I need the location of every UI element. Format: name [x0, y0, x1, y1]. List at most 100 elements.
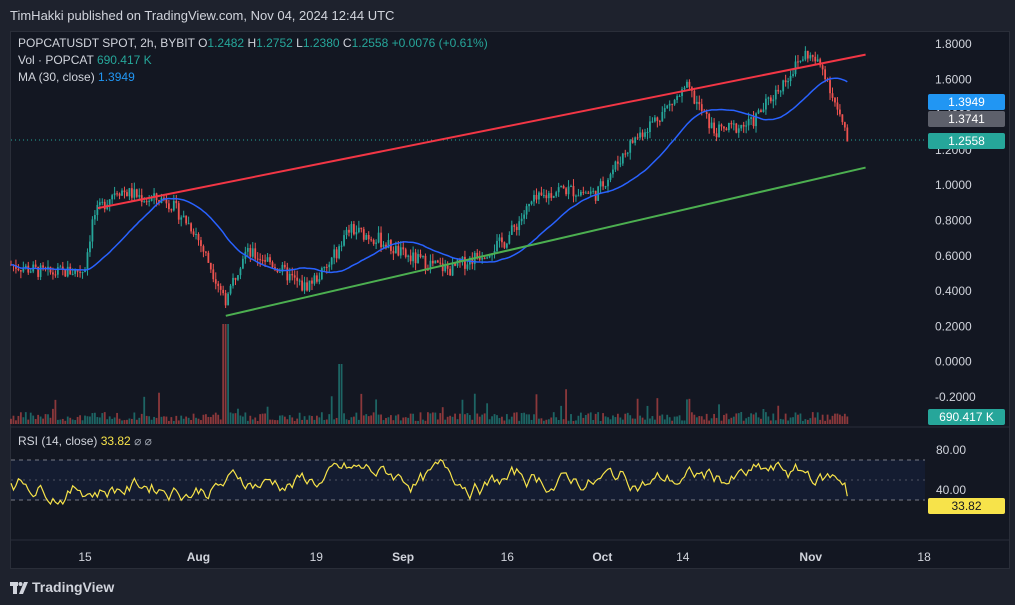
volume-bar	[254, 417, 257, 424]
candle-body	[730, 122, 733, 125]
volume-bar	[841, 416, 844, 424]
candle-body	[217, 283, 220, 287]
candle-body	[616, 161, 619, 164]
volume-bar	[345, 419, 348, 424]
volume-bar	[121, 420, 123, 424]
rsi-value: 33.82	[100, 434, 131, 448]
published-text: TimHakki published on TradingView.com, N…	[10, 8, 395, 23]
candle-body	[802, 59, 804, 61]
candle-body	[128, 188, 131, 197]
volume-bar	[101, 413, 104, 424]
volume-bar	[140, 413, 143, 424]
candle-body	[797, 61, 799, 63]
volume-bar	[362, 415, 365, 424]
volume-bar	[377, 414, 380, 424]
candle-body	[187, 223, 190, 225]
volume-bar	[37, 414, 40, 424]
lower-channel-line[interactable]	[225, 166, 866, 317]
candle-body	[345, 229, 348, 236]
candle-body	[407, 255, 410, 257]
upper-channel-line[interactable]	[97, 53, 866, 210]
candle-body	[192, 231, 195, 235]
candle-body	[316, 275, 318, 282]
volume-bar	[390, 415, 392, 424]
candle-body	[634, 137, 637, 143]
volume-bar	[308, 415, 311, 424]
candle-body	[678, 96, 681, 98]
volume-legend[interactable]: Vol · POPCAT 690.417 K	[18, 53, 152, 67]
candle-body	[843, 122, 846, 128]
tradingview-brand[interactable]: TradingView	[10, 579, 114, 595]
volume-bar	[249, 415, 252, 424]
rsi-legend[interactable]: RSI (14, close) 33.82 ⌀ ⌀	[18, 434, 152, 448]
volume-bar	[619, 417, 622, 424]
candle-body	[27, 265, 30, 273]
candle-body	[301, 280, 304, 291]
ma-legend[interactable]: MA (30, close) 1.3949	[18, 70, 135, 84]
candle-body	[787, 81, 790, 83]
candle-body	[782, 80, 785, 92]
chart-frame[interactable]	[10, 31, 1010, 569]
volume-bar	[271, 419, 274, 424]
candle-body	[708, 114, 711, 129]
candle-body	[592, 190, 595, 192]
volume-bar	[52, 408, 54, 424]
volume-bar	[641, 417, 644, 424]
volume-bar	[392, 420, 395, 424]
volume-bar	[698, 416, 701, 424]
volume-bar	[108, 416, 111, 424]
time-tick-label: 14	[676, 550, 690, 564]
candle-body	[143, 201, 146, 203]
volume-bar	[498, 418, 501, 424]
volume-bar	[335, 417, 338, 424]
candle-body	[279, 271, 281, 273]
candle-body	[274, 267, 276, 269]
volume-bar	[12, 415, 15, 424]
volume-bar	[264, 413, 267, 424]
candle-body	[481, 257, 484, 260]
volume-bar	[614, 417, 617, 424]
volume-bar	[846, 416, 849, 424]
volume-bar	[533, 414, 535, 424]
volume-bar	[752, 414, 755, 424]
volume-bar	[353, 416, 355, 424]
candle-body	[412, 252, 415, 262]
volume-bar	[74, 420, 77, 424]
volume-bar	[616, 413, 619, 424]
candle-body	[133, 189, 136, 198]
symbol-legend: POPCATUSDT SPOT, 2h, BYBIT O1.2482 H1.27…	[18, 36, 488, 50]
volume-bar	[217, 414, 220, 424]
candle-body	[69, 266, 72, 275]
candle-body	[550, 193, 553, 198]
volume-bar	[787, 420, 790, 424]
candle-body	[135, 189, 138, 197]
volume-bar	[328, 414, 331, 424]
candle-body	[614, 161, 617, 170]
candle-body	[382, 244, 385, 248]
volume-bar	[47, 414, 49, 424]
time-tick-label: Aug	[187, 550, 210, 564]
candle-body	[167, 203, 170, 210]
candle-body	[520, 218, 523, 222]
candle-body	[599, 181, 602, 187]
visibility-icons[interactable]: ⌀ ⌀	[134, 434, 152, 448]
candle-body	[525, 206, 528, 215]
volume-bar	[552, 412, 555, 424]
candle-body	[266, 257, 269, 262]
volume-bar	[710, 418, 713, 424]
candle-body	[821, 65, 824, 70]
candle-body	[767, 97, 770, 99]
rsi-tick-label: 40.00	[936, 483, 966, 497]
high-value: 1.2752	[256, 36, 293, 50]
candle-body	[298, 280, 301, 282]
volume-bar	[325, 419, 328, 424]
volume-bar	[306, 419, 308, 424]
candle-body	[644, 132, 646, 137]
volume-bar	[501, 416, 503, 424]
volume-bar	[589, 412, 592, 424]
change-value: +0.0076 (+0.61%)	[391, 36, 488, 50]
symbol-name[interactable]: POPCATUSDT SPOT, 2h, BYBIT	[18, 36, 195, 50]
volume-bar	[530, 419, 533, 424]
candle-body	[145, 201, 148, 203]
